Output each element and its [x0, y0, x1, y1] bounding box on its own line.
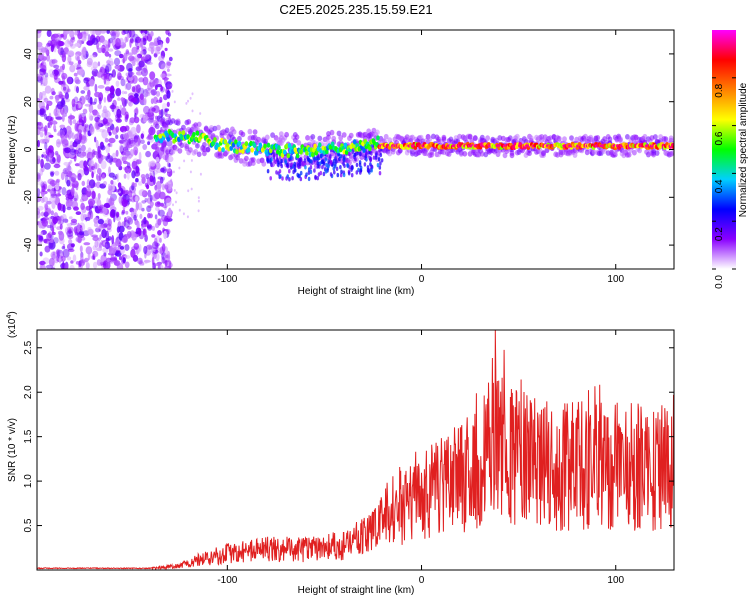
snr-x-tick-label: -100 [217, 575, 237, 586]
snr-frame [36, 329, 675, 571]
snr-y-scale-exponent: 4 [6, 315, 13, 319]
snr-y-tick-label: 2.5 [23, 340, 34, 354]
snr-y-tick-label: 1.5 [23, 429, 34, 443]
colorbar: 0.0 0.2 0.4 0.6 0.8 Normalized spectral ampl… [712, 30, 749, 289]
spectrogram-panel: -100 0 100 -40 -20 0 20 40 Height of straight l… [7, 29, 675, 297]
snr-axes: -100 0 100 0.5 1.0 1.5 2.0 2.5 [23, 330, 674, 586]
spectrogram-x-label: Height of straight line (km) [298, 286, 415, 297]
spectrogram-y-tick-label: 0 [23, 146, 34, 152]
snr-y-tick-label: 2.0 [23, 385, 34, 399]
spectrogram-x-tick-label: 0 [419, 274, 425, 285]
snr-series-line [37, 330, 674, 570]
colorbar-scale [712, 30, 736, 269]
spectrogram-y-tick-label: 20 [23, 96, 34, 108]
snr-y-scale: (x104) [6, 311, 18, 338]
snr-y-label: SNR (10 * v/v) [7, 418, 18, 482]
spectrogram-x-tick-label: -100 [217, 274, 237, 285]
spectrogram-y-tick-label: 40 [23, 48, 34, 60]
spectrogram-y-label: Frequency (Hz) [7, 116, 18, 185]
colorbar-tick-label: 0.0 [714, 275, 725, 289]
snr-x-tick-label: 0 [419, 575, 425, 586]
colorbar-tick-label: 0.8 [714, 83, 725, 97]
snr-y-tick-label: 0.5 [23, 518, 34, 532]
spectrogram-heatmap [37, 30, 674, 269]
figure-title: C2E5.2025.235.15.59.E21 [279, 2, 432, 17]
snr-y-tick-label: 1.0 [23, 474, 34, 488]
colorbar-tick-label: 0.6 [714, 131, 725, 145]
snr-x-tick-label: 100 [607, 575, 624, 586]
colorbar-label: Normalized spectral amplitude [738, 82, 749, 217]
spectrogram-y-tick-label: -20 [23, 190, 34, 205]
snr-panel: -100 0 100 0.5 1.0 1.5 2.0 2.5 Height of straig… [6, 311, 675, 596]
spectrogram-x-tick-label: 100 [607, 274, 624, 285]
spectrogram-axes: -100 0 100 -40 -20 0 20 40 [23, 30, 674, 285]
colorbar-tick-label: 0.2 [714, 227, 725, 241]
colorbar-tick-label: 0.4 [714, 179, 725, 193]
snr-x-label: Height of straight line (km) [298, 585, 415, 596]
colorbar-ticks: 0.0 0.2 0.4 0.6 0.8 [712, 77, 736, 289]
spectrogram-y-tick-label: -40 [23, 237, 34, 252]
